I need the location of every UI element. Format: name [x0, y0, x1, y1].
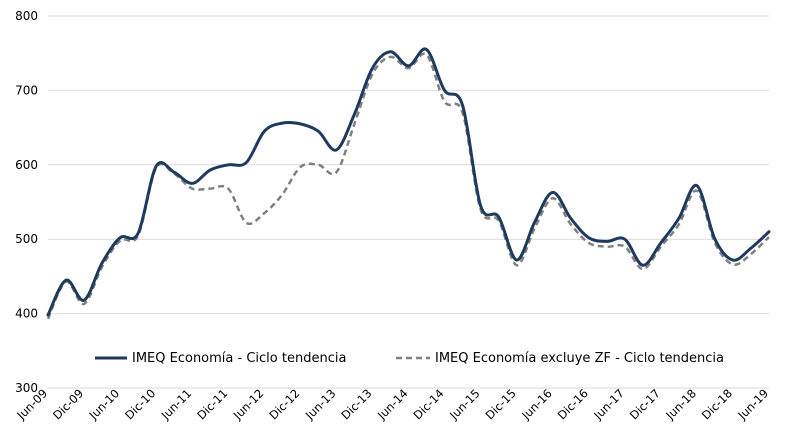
x-tick-label: Dic-14 [410, 386, 446, 422]
x-tick-label: Jun-16 [518, 386, 555, 423]
x-tick-label: Dic-09 [50, 386, 86, 422]
y-tick-label: 300 [15, 381, 38, 395]
legend-label-series-1: IMEQ Economía - Ciclo tendencia [132, 351, 346, 366]
y-tick-label: 700 [15, 83, 38, 97]
legend-label-series-2: IMEQ Economía excluye ZF - Ciclo tendenc… [435, 351, 724, 366]
x-tick-label: Jun-18 [662, 386, 699, 423]
x-tick-label: Jun-11 [158, 386, 195, 423]
y-tick-label: 400 [15, 307, 38, 321]
grid-lines [48, 15, 769, 389]
x-tick-label: Jun-14 [374, 386, 411, 423]
y-axis-tick-labels: 300 400 500 600 700 800 [15, 9, 38, 395]
x-tick-label: Dic-15 [483, 386, 519, 422]
legend: IMEQ Economía - Ciclo tendencia IMEQ Eco… [95, 351, 724, 366]
series-lines [46, 47, 771, 320]
x-tick-label: Jun-15 [446, 386, 483, 423]
x-tick-label: Dic-17 [627, 386, 663, 422]
x-tick-label: Dic-13 [338, 386, 374, 422]
x-tick-label: Dic-11 [194, 386, 230, 422]
x-tick-label: Jun-12 [230, 386, 267, 423]
x-tick-label: Jun-13 [302, 386, 339, 423]
x-tick-label: Dic-10 [122, 386, 158, 422]
series-line-1 [46, 47, 771, 317]
x-tick-label: Dic-16 [555, 386, 591, 422]
series-line-2 [46, 52, 770, 320]
x-axis-tick-labels: Jun-09 Dic-09 Jun-10 Dic-10 Jun-11 Dic-11 Jun-… [14, 386, 772, 423]
x-tick-label: Dic-12 [266, 386, 302, 422]
x-tick-label: Jun-10 [86, 386, 123, 423]
x-tick-label: Jun-19 [735, 386, 772, 423]
x-tick-label: Jun-17 [590, 386, 627, 423]
y-tick-label: 800 [15, 9, 38, 23]
y-tick-label: 600 [15, 158, 38, 172]
y-tick-label: 500 [15, 232, 38, 246]
x-tick-label: Dic-18 [699, 386, 735, 422]
